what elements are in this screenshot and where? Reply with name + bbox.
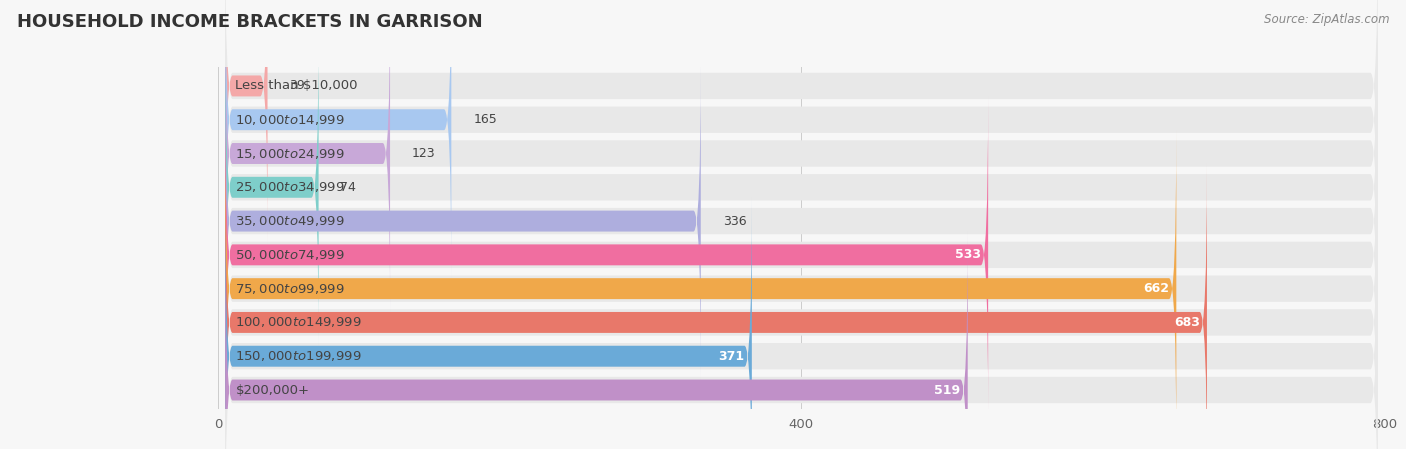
FancyBboxPatch shape bbox=[225, 62, 700, 379]
Text: $100,000 to $149,999: $100,000 to $149,999 bbox=[235, 316, 361, 330]
Text: $35,000 to $49,999: $35,000 to $49,999 bbox=[235, 214, 344, 228]
FancyBboxPatch shape bbox=[225, 234, 1378, 449]
FancyBboxPatch shape bbox=[225, 0, 1378, 309]
FancyBboxPatch shape bbox=[225, 0, 1378, 276]
Text: Less than $10,000: Less than $10,000 bbox=[235, 79, 359, 92]
Text: $200,000+: $200,000+ bbox=[235, 383, 309, 396]
Text: 165: 165 bbox=[474, 113, 496, 126]
Text: Source: ZipAtlas.com: Source: ZipAtlas.com bbox=[1264, 13, 1389, 26]
Text: $25,000 to $34,999: $25,000 to $34,999 bbox=[235, 180, 344, 194]
FancyBboxPatch shape bbox=[225, 130, 1177, 447]
Text: 74: 74 bbox=[340, 181, 356, 194]
FancyBboxPatch shape bbox=[225, 29, 319, 346]
FancyBboxPatch shape bbox=[225, 0, 451, 278]
Text: $75,000 to $99,999: $75,000 to $99,999 bbox=[235, 282, 344, 295]
Text: 336: 336 bbox=[723, 215, 747, 228]
FancyBboxPatch shape bbox=[225, 31, 1378, 343]
FancyBboxPatch shape bbox=[225, 200, 1378, 449]
Text: $150,000 to $199,999: $150,000 to $199,999 bbox=[235, 349, 361, 363]
Text: 39: 39 bbox=[290, 79, 305, 92]
Text: $15,000 to $24,999: $15,000 to $24,999 bbox=[235, 146, 344, 160]
Text: 683: 683 bbox=[1174, 316, 1199, 329]
Text: $50,000 to $74,999: $50,000 to $74,999 bbox=[235, 248, 344, 262]
FancyBboxPatch shape bbox=[225, 164, 1206, 449]
FancyBboxPatch shape bbox=[225, 99, 1378, 411]
FancyBboxPatch shape bbox=[225, 65, 1378, 377]
Text: HOUSEHOLD INCOME BRACKETS IN GARRISON: HOUSEHOLD INCOME BRACKETS IN GARRISON bbox=[17, 13, 482, 31]
FancyBboxPatch shape bbox=[225, 167, 1378, 449]
FancyBboxPatch shape bbox=[225, 198, 752, 449]
Text: $10,000 to $14,999: $10,000 to $14,999 bbox=[235, 113, 344, 127]
Text: 371: 371 bbox=[718, 350, 745, 363]
FancyBboxPatch shape bbox=[225, 232, 967, 449]
FancyBboxPatch shape bbox=[225, 0, 267, 244]
Text: 123: 123 bbox=[412, 147, 436, 160]
Text: 662: 662 bbox=[1143, 282, 1168, 295]
Text: 533: 533 bbox=[955, 248, 981, 261]
FancyBboxPatch shape bbox=[225, 133, 1378, 445]
FancyBboxPatch shape bbox=[225, 97, 988, 414]
FancyBboxPatch shape bbox=[225, 0, 389, 312]
Text: 519: 519 bbox=[935, 383, 960, 396]
FancyBboxPatch shape bbox=[225, 0, 1378, 242]
